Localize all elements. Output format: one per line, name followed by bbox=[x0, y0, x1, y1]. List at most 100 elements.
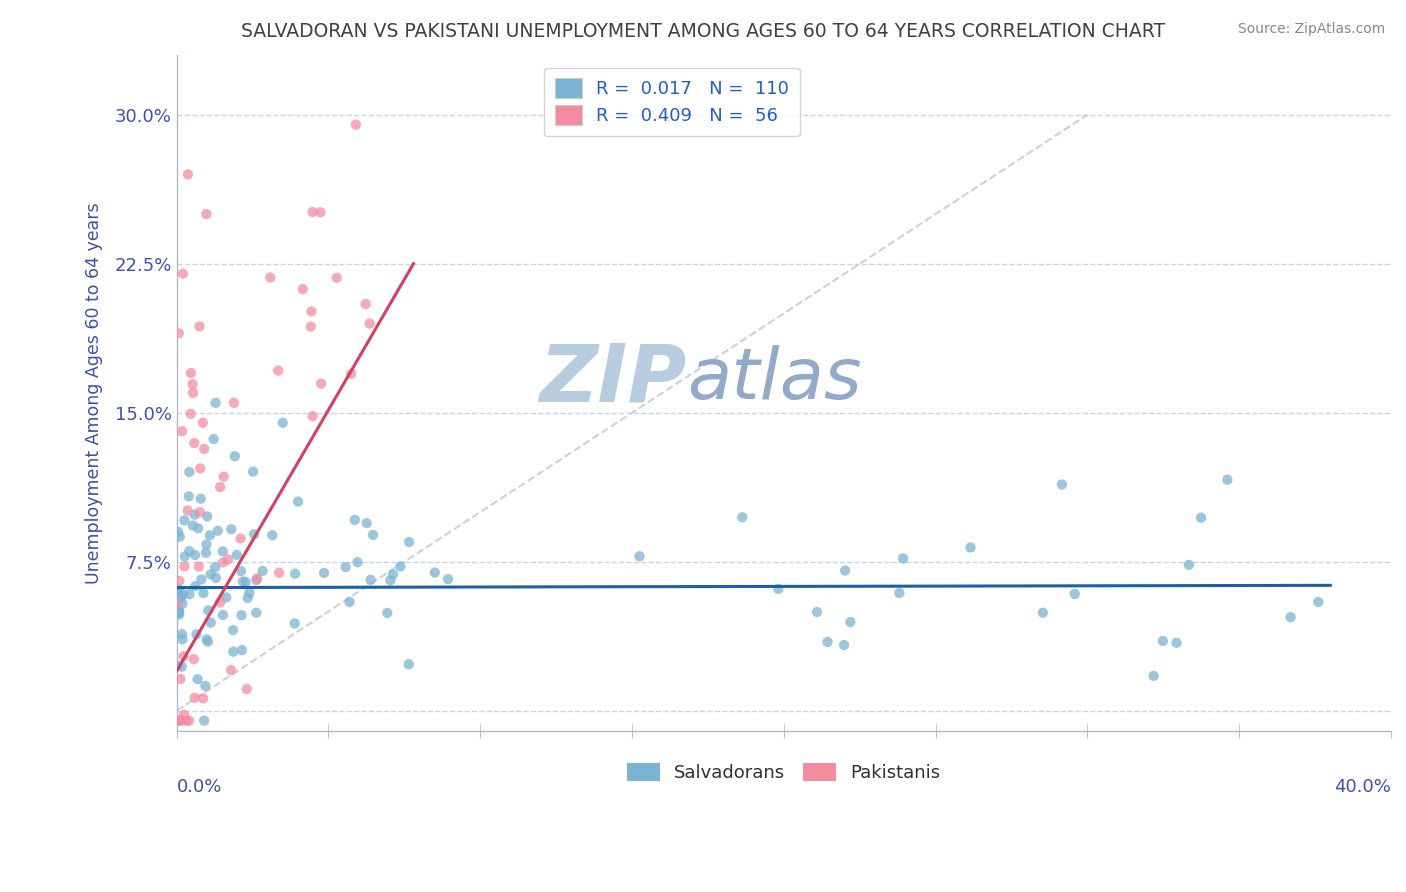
Point bbox=[172, 587, 194, 601]
Point bbox=[343, 513, 366, 527]
Point bbox=[1152, 634, 1174, 648]
Point bbox=[212, 555, 235, 569]
Point bbox=[1063, 587, 1085, 601]
Legend: R =  0.017   N =  110, R =  0.409   N =  56: R = 0.017 N = 110, R = 0.409 N = 56 bbox=[544, 68, 800, 136]
Point bbox=[167, 582, 190, 597]
Point bbox=[166, 658, 188, 673]
Point bbox=[167, 604, 190, 618]
Point bbox=[243, 527, 266, 541]
Point bbox=[309, 205, 332, 219]
Point bbox=[173, 707, 195, 722]
Point bbox=[356, 516, 378, 530]
Point bbox=[180, 366, 202, 380]
Point bbox=[180, 407, 202, 421]
Point bbox=[339, 595, 361, 609]
Point bbox=[177, 489, 200, 503]
Point bbox=[191, 416, 214, 430]
Point bbox=[301, 409, 323, 424]
Point bbox=[169, 574, 191, 588]
Point bbox=[766, 582, 789, 596]
Point bbox=[179, 465, 201, 479]
Point bbox=[889, 586, 911, 600]
Point bbox=[188, 461, 211, 475]
Point bbox=[167, 524, 190, 539]
Point bbox=[375, 606, 398, 620]
Point bbox=[817, 635, 839, 649]
Point bbox=[301, 304, 323, 318]
Point bbox=[221, 522, 243, 536]
Point bbox=[291, 282, 314, 296]
Point bbox=[398, 535, 420, 549]
Point bbox=[1142, 669, 1164, 683]
Point bbox=[209, 480, 232, 494]
Point bbox=[177, 167, 200, 181]
Point bbox=[246, 571, 269, 585]
Point bbox=[167, 605, 190, 619]
Point bbox=[346, 555, 368, 569]
Point bbox=[284, 566, 307, 581]
Point bbox=[344, 118, 367, 132]
Point bbox=[183, 436, 205, 450]
Point bbox=[195, 537, 218, 551]
Point bbox=[229, 532, 252, 546]
Point bbox=[177, 714, 200, 728]
Point bbox=[1189, 510, 1212, 524]
Point bbox=[287, 494, 309, 508]
Point bbox=[271, 416, 294, 430]
Point bbox=[229, 564, 252, 578]
Point bbox=[176, 714, 198, 728]
Point bbox=[628, 549, 651, 564]
Point bbox=[236, 591, 259, 605]
Point bbox=[187, 559, 209, 574]
Point bbox=[184, 579, 207, 593]
Point bbox=[172, 597, 194, 611]
Point bbox=[224, 449, 246, 463]
Point bbox=[731, 510, 754, 524]
Point bbox=[959, 541, 981, 555]
Point bbox=[166, 597, 188, 611]
Point bbox=[398, 657, 420, 672]
Point bbox=[173, 549, 195, 564]
Point bbox=[340, 367, 363, 381]
Point bbox=[202, 432, 225, 446]
Point bbox=[183, 690, 205, 705]
Point bbox=[205, 571, 228, 585]
Point bbox=[1050, 477, 1073, 491]
Point bbox=[183, 508, 205, 522]
Point bbox=[188, 505, 211, 519]
Point bbox=[245, 573, 267, 587]
Point bbox=[839, 615, 862, 629]
Point bbox=[207, 524, 229, 538]
Point bbox=[245, 606, 267, 620]
Point bbox=[167, 606, 190, 620]
Point bbox=[359, 317, 381, 331]
Point bbox=[167, 714, 190, 728]
Point bbox=[167, 583, 190, 598]
Point bbox=[170, 591, 193, 605]
Point bbox=[236, 682, 259, 697]
Point bbox=[190, 491, 212, 506]
Point bbox=[222, 396, 245, 410]
Point bbox=[193, 714, 215, 728]
Point bbox=[219, 663, 242, 677]
Point bbox=[259, 270, 281, 285]
Point bbox=[204, 560, 226, 574]
Point bbox=[423, 566, 446, 580]
Point bbox=[181, 385, 204, 400]
Point bbox=[200, 615, 222, 630]
Point bbox=[389, 559, 412, 574]
Point bbox=[361, 528, 384, 542]
Point bbox=[212, 469, 235, 483]
Point bbox=[1032, 606, 1054, 620]
Point bbox=[181, 377, 204, 392]
Point bbox=[437, 572, 460, 586]
Point bbox=[806, 605, 828, 619]
Text: SALVADORAN VS PAKISTANI UNEMPLOYMENT AMONG AGES 60 TO 64 YEARS CORRELATION CHART: SALVADORAN VS PAKISTANI UNEMPLOYMENT AMO… bbox=[240, 22, 1166, 41]
Point bbox=[170, 714, 193, 728]
Point bbox=[262, 528, 284, 542]
Point bbox=[187, 521, 209, 535]
Point bbox=[181, 518, 204, 533]
Point bbox=[238, 586, 260, 600]
Point bbox=[190, 573, 212, 587]
Point bbox=[204, 396, 226, 410]
